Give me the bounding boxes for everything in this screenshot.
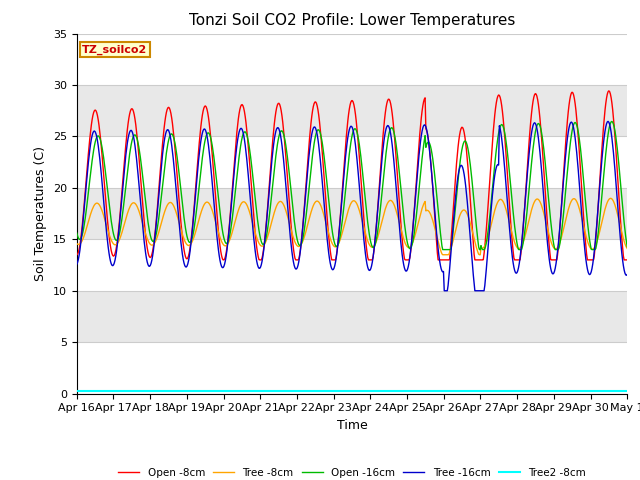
Tree -8cm [140,223,147,229]
Open -16cm [225,238,232,243]
Open -8cm [436,257,444,263]
Open -16cm [195,182,203,188]
Open -16cm [623,244,631,250]
Tree2 -8cm [419,388,427,394]
Tree2 -8cm [225,388,232,394]
Tree2 -8cm [623,388,631,394]
Open -8cm [73,252,81,258]
Text: TZ_soilco2: TZ_soilco2 [83,44,148,55]
X-axis label: Time: Time [337,419,367,432]
Tree2 -8cm [73,388,81,394]
Tree -8cm [607,195,614,201]
Open -16cm [140,180,147,186]
Tree -8cm [439,252,447,258]
Open -8cm [83,170,91,176]
Open -16cm [419,149,427,155]
Tree -16cm [83,177,91,182]
Line: Open -16cm: Open -16cm [77,121,627,250]
Tree -16cm [73,262,81,267]
Bar [77,342,627,394]
Bar [77,136,627,188]
Tree -16cm [195,151,203,156]
Open -16cm [83,204,91,209]
Line: Tree -8cm: Tree -8cm [77,198,627,255]
Tree2 -8cm [140,388,147,394]
Bar [77,188,627,240]
Tree -8cm [83,225,91,230]
Tree2 -8cm [195,388,203,394]
Tree2 -8cm [435,388,443,394]
Open -8cm [225,225,233,231]
Bar [77,85,627,136]
Tree -8cm [435,241,443,247]
Title: Tonzi Soil CO2 Profile: Lower Temperatures: Tonzi Soil CO2 Profile: Lower Temperatur… [189,13,515,28]
Tree -16cm [435,252,443,258]
Tree -8cm [195,216,203,221]
Open -8cm [605,88,612,94]
Open -8cm [220,257,228,263]
Tree -16cm [225,235,232,240]
Open -16cm [608,119,616,124]
Bar [77,291,627,342]
Open -8cm [420,99,428,105]
Legend: Open -8cm, Tree -8cm, Open -16cm, Tree -16cm, Tree2 -8cm: Open -8cm, Tree -8cm, Open -16cm, Tree -… [115,464,589,480]
Tree2 -8cm [83,388,91,394]
Open -8cm [195,140,203,145]
Open -16cm [73,230,81,236]
Open -16cm [439,247,447,252]
Tree -16cm [419,125,427,131]
Line: Tree -16cm: Tree -16cm [77,121,627,291]
Open -8cm [140,209,147,215]
Bar [77,34,627,85]
Tree -16cm [623,272,631,277]
Tree -16cm [140,231,147,237]
Tree -8cm [623,246,631,252]
Tree -8cm [73,240,81,246]
Bar [77,240,627,291]
Tree -8cm [419,204,427,209]
Line: Open -8cm: Open -8cm [77,91,627,260]
Tree -16cm [604,119,612,124]
Y-axis label: Soil Temperatures (C): Soil Temperatures (C) [35,146,47,281]
Open -16cm [435,215,443,221]
Tree -16cm [440,288,448,294]
Tree -8cm [225,240,232,246]
Open -8cm [623,257,631,263]
